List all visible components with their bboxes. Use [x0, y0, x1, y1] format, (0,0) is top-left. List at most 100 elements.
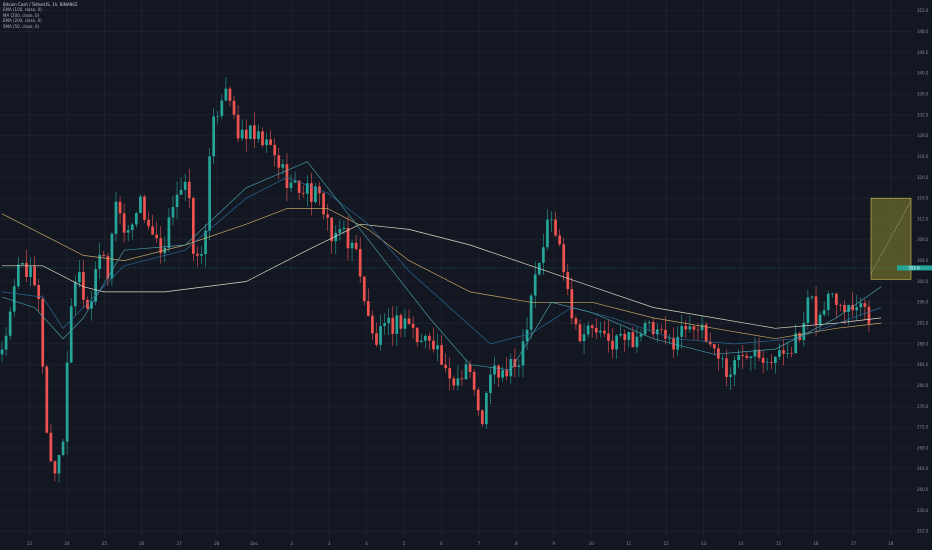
x-tick-label: 15: [776, 541, 782, 546]
candle-body: [757, 349, 761, 358]
candle-body: [607, 333, 610, 341]
y-tick-label: 340.0: [917, 71, 929, 76]
candle-body: [765, 362, 769, 363]
candle-body: [151, 226, 154, 235]
candle-body: [562, 244, 566, 273]
x-tick-label: 25: [102, 541, 108, 546]
candle-body: [130, 224, 134, 231]
candle-body: [806, 297, 810, 323]
x-tick-label: Dec: [250, 541, 258, 546]
candle-body: [839, 304, 842, 306]
y-tick-label: 264.0: [917, 466, 929, 471]
y-tick-label: 284.0: [917, 362, 929, 367]
candle-body: [216, 116, 220, 117]
candle-body: [342, 227, 346, 230]
candle-body: [86, 299, 89, 309]
candle-body: [94, 269, 97, 302]
candle-body: [684, 325, 688, 330]
candle-body: [566, 272, 570, 290]
candle-body: [509, 359, 513, 377]
candle-body: [126, 230, 130, 233]
candle-body: [281, 164, 285, 168]
candle-body: [387, 317, 391, 324]
candle-body: [521, 341, 525, 366]
y-tick-label: 352.0: [917, 8, 929, 13]
candle-body: [155, 234, 159, 239]
candle-body: [240, 129, 244, 139]
y-tick-label: 332.0: [917, 112, 929, 117]
candle-body: [655, 329, 659, 335]
candle-body: [586, 325, 590, 335]
candle-body: [375, 333, 378, 345]
candle-body: [729, 374, 732, 378]
candle-body: [159, 238, 163, 254]
candle-body: [863, 303, 867, 307]
candle-body: [668, 337, 671, 339]
candle-body: [712, 344, 716, 349]
candle-body: [411, 323, 415, 328]
candle-body: [196, 253, 199, 256]
candle-body: [114, 201, 118, 234]
symbol-title: Bitcoin Cash / TetherUS, 1h, BINANCE: [3, 2, 78, 7]
candle-body: [639, 334, 643, 337]
candle-body: [297, 180, 301, 193]
candle-body: [517, 365, 521, 368]
y-tick-label: 296.0: [917, 300, 929, 305]
candle-body: [428, 335, 431, 341]
y-tick-label: 256.0: [917, 508, 929, 513]
candle-body: [407, 318, 411, 324]
candle-body: [444, 364, 448, 369]
candle-body: [301, 192, 305, 194]
candle-body: [680, 325, 684, 337]
candle-body: [725, 358, 728, 378]
x-tick-label: 26: [139, 541, 145, 546]
candle-body: [704, 324, 708, 342]
candle-body: [16, 264, 20, 287]
candle-body: [399, 315, 403, 329]
candle-body: [383, 323, 386, 327]
candle-body: [265, 139, 268, 146]
candle-body: [139, 196, 142, 214]
x-tick-label: 24: [64, 541, 70, 546]
y-tick-label: 252.0: [917, 529, 929, 534]
candle-body: [635, 336, 639, 348]
candle-body: [147, 219, 150, 227]
x-tick-label: 13: [701, 541, 707, 546]
candle-body: [285, 164, 289, 188]
candle-body: [651, 322, 655, 335]
x-tick-label: 11: [626, 541, 632, 546]
candle-body: [708, 341, 712, 345]
candle-body: [859, 303, 863, 308]
candle-body: [277, 155, 281, 168]
candle-body: [37, 285, 41, 299]
ma-line-1: [1, 208, 882, 340]
candle-body: [745, 355, 749, 358]
candle-body: [110, 233, 114, 279]
candle-body: [330, 217, 334, 242]
candle-body: [802, 322, 806, 341]
candle-body: [391, 317, 395, 334]
candle-body: [826, 293, 830, 311]
candle-body: [432, 340, 435, 350]
candle-body: [90, 301, 93, 309]
candle-body: [733, 360, 736, 375]
candle-body: [464, 364, 468, 380]
candle-body: [134, 213, 138, 225]
candle-body: [53, 461, 57, 474]
candle-body: [741, 354, 745, 356]
candle-body: [554, 219, 557, 236]
candle-body: [631, 332, 635, 348]
candle-body: [688, 326, 692, 330]
x-tick-label: 7: [478, 541, 481, 546]
x-tick-label: 3: [328, 541, 331, 546]
candle-body: [187, 181, 191, 199]
candle-body: [778, 350, 781, 357]
indicator-ema-200: EMA (200, close, 0): [3, 18, 42, 24]
candle-body: [395, 315, 399, 334]
candle-body: [480, 410, 484, 425]
last-price-label: 302.6: [908, 265, 920, 270]
candle-body: [794, 333, 798, 354]
x-tick-label: 23: [27, 541, 33, 546]
candle-body: [69, 306, 73, 363]
